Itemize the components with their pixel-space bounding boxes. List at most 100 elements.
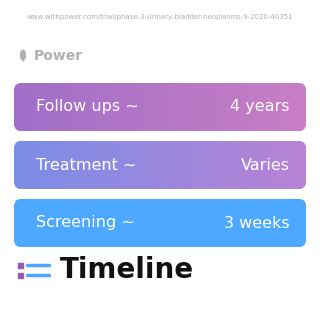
Bar [95,83,96,131]
Bar [208,83,209,131]
Bar [96,199,97,247]
Bar [184,141,185,189]
Bar [137,199,138,247]
Bar [221,141,222,189]
Bar [247,199,248,247]
Bar [181,199,182,247]
Bar [233,83,234,131]
Bar [190,83,191,131]
Bar [247,141,248,189]
Bar [197,83,198,131]
Bar [300,141,301,189]
Bar [170,141,171,189]
Bar [266,141,267,189]
Bar [156,141,157,189]
Bar [126,83,127,131]
Bar [107,199,108,247]
Bar [51,83,52,131]
Bar [86,199,87,247]
Bar [235,141,236,189]
Bar [248,141,249,189]
Bar [69,83,70,131]
Bar [300,83,301,131]
Bar [232,83,233,131]
Bar [248,199,249,247]
Bar [180,83,181,131]
Bar [205,83,206,131]
Bar [75,141,76,189]
Bar [276,83,277,131]
Bar [259,141,260,189]
Bar [236,199,237,247]
Bar [108,83,109,131]
Bar [190,199,191,247]
Bar [148,141,149,189]
Bar [251,83,252,131]
Bar [51,199,52,247]
Bar [83,199,84,247]
Bar [29,141,30,189]
Bar [302,141,303,189]
Bar [114,83,115,131]
Bar [205,141,206,189]
Bar [267,199,268,247]
Bar [245,141,246,189]
Bar [173,199,174,247]
Bar [295,83,296,131]
Bar [235,199,236,247]
Bar [27,199,28,247]
Bar [301,141,302,189]
Bar [260,83,261,131]
Bar [91,141,92,189]
Bar [72,83,73,131]
Bar [201,83,202,131]
Bar [73,199,74,247]
Bar [182,199,183,247]
Bar [204,141,205,189]
Bar [290,141,291,189]
Bar [75,83,76,131]
Bar [293,83,294,131]
Bar [47,83,48,131]
Bar [198,83,199,131]
Bar [25,83,26,131]
Bar [234,141,235,189]
Bar [122,141,123,189]
Bar [20,141,21,189]
Bar [265,199,266,247]
Bar [157,199,158,247]
Bar [304,199,305,247]
Bar [188,199,189,247]
Bar [194,199,195,247]
Bar [217,199,218,247]
Bar [191,83,192,131]
Bar [165,199,166,247]
Bar [251,141,252,189]
Bar [269,83,270,131]
Bar [287,141,289,189]
Bar [246,141,247,189]
Bar [185,199,186,247]
Bar [240,141,241,189]
Bar [69,199,70,247]
Bar [213,141,214,189]
Bar [64,141,65,189]
Bar [193,199,194,247]
Bar [165,83,166,131]
Bar [124,199,125,247]
Bar [150,141,151,189]
Bar [25,141,26,189]
Bar [142,141,143,189]
Bar [166,141,167,189]
Bar [76,199,77,247]
Bar [292,141,293,189]
Bar [163,83,164,131]
Bar [197,141,198,189]
Bar [250,199,251,247]
Bar [178,141,179,189]
Bar [281,199,282,247]
Bar [206,199,207,247]
Bar [148,83,149,131]
Bar [189,83,190,131]
Bar [223,199,224,247]
